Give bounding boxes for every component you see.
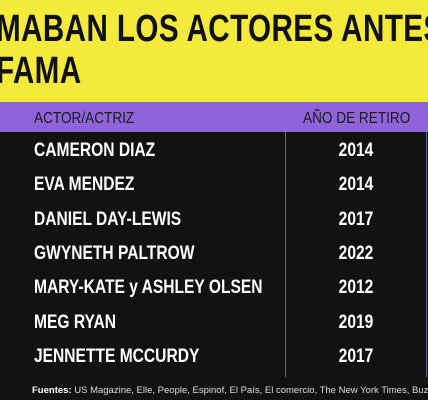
- actor-name: JENNETTE MCCURDY: [34, 345, 200, 367]
- retire-year: 2019: [338, 311, 374, 333]
- table-header: [0, 102, 428, 132]
- retire-year: 2022: [338, 242, 374, 264]
- footer-label: Fuentes:: [32, 385, 72, 396]
- retire-year: 2012: [338, 277, 374, 299]
- retire-year: 2017: [338, 208, 374, 230]
- divider: [285, 132, 286, 377]
- title: MABAN LOS ACTORES ANTES DE: [0, 8, 428, 50]
- actor-name: MEG RYAN: [34, 311, 116, 333]
- header-band: [0, 0, 428, 102]
- actor-name: DANIEL DAY-LEWIS: [34, 208, 182, 230]
- actor-name: CAMERON DIAZ: [34, 140, 156, 161]
- footer-text: US Magazine, Elle, People, Espinof, El P…: [74, 385, 428, 396]
- retire-year: 2017: [338, 345, 374, 367]
- actor-name: GWYNETH PALTROW: [34, 242, 195, 264]
- retire-year: 2014: [338, 174, 374, 196]
- divider: [426, 132, 427, 377]
- actor-name: EVA MENDEZ: [34, 174, 135, 196]
- actor-name: MARY-KATE y ASHLEY OLSEN: [34, 277, 263, 299]
- title: FAMA: [0, 50, 82, 92]
- footer: Fuentes: US Magazine, Elle, People, Espi…: [32, 385, 428, 396]
- column-header: AÑO DE RETIRO: [303, 110, 411, 127]
- column-header: ACTOR/ACTRIZ: [34, 110, 135, 127]
- retire-year: 2014: [338, 140, 374, 161]
